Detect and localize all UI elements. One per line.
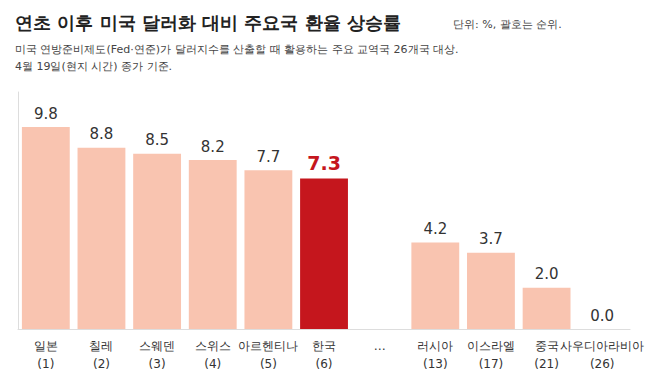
- svg-text:(4): (4): [204, 357, 221, 371]
- svg-text:(3): (3): [149, 357, 166, 371]
- svg-text:9.8: 9.8: [34, 105, 58, 123]
- svg-text:8.5: 8.5: [145, 131, 169, 149]
- svg-text:연초 이후 미국 달러화 대비 주요국 환율 상승률: 연초 이후 미국 달러화 대비 주요국 환율 상승률: [15, 12, 401, 33]
- svg-text:8.8: 8.8: [90, 125, 114, 143]
- svg-text:스웨덴: 스웨덴: [139, 339, 175, 353]
- svg-text:7.3: 7.3: [307, 152, 341, 174]
- svg-text:(17): (17): [479, 357, 504, 371]
- svg-text:칠레: 칠레: [89, 339, 113, 353]
- svg-text:(6): (6): [316, 357, 333, 371]
- svg-text:3.7: 3.7: [479, 230, 503, 248]
- svg-text:한국: 한국: [312, 339, 336, 353]
- svg-text:(26): (26): [590, 357, 615, 371]
- svg-text:이스라엘: 이스라엘: [467, 339, 515, 353]
- svg-text:4.2: 4.2: [423, 220, 447, 238]
- svg-text:아르헨티나: 아르헨티나: [238, 339, 298, 353]
- svg-text:0.0: 0.0: [590, 307, 614, 325]
- svg-text:단위: %, 괄호는 순위.: 단위: %, 괄호는 순위.: [453, 18, 562, 31]
- svg-text:(5): (5): [260, 357, 277, 371]
- svg-text:미국 연방준비제도(Fed·연준)가 달러지수를 산출할 때: 미국 연방준비제도(Fed·연준)가 달러지수를 산출할 때 활용하는 주요 교…: [15, 43, 459, 56]
- svg-text:2.0: 2.0: [535, 265, 559, 283]
- svg-text:4월 19일(현지 시간) 종가 기준.: 4월 19일(현지 시간) 종가 기준.: [15, 60, 172, 73]
- svg-text:(13): (13): [423, 357, 448, 371]
- svg-text:8.2: 8.2: [201, 138, 225, 156]
- svg-text:일본: 일본: [34, 339, 58, 353]
- svg-text:(21): (21): [534, 357, 559, 371]
- svg-text:중국: 중국: [535, 339, 559, 353]
- svg-text:(1): (1): [37, 357, 54, 371]
- svg-text:7.7: 7.7: [256, 148, 280, 166]
- svg-text:사우디아라비아: 사우디아라비아: [560, 339, 644, 353]
- svg-text:(2): (2): [93, 357, 110, 371]
- svg-text:러시아: 러시아: [417, 339, 453, 353]
- svg-text:스위스: 스위스: [195, 339, 231, 353]
- svg-text:…: …: [374, 339, 386, 353]
